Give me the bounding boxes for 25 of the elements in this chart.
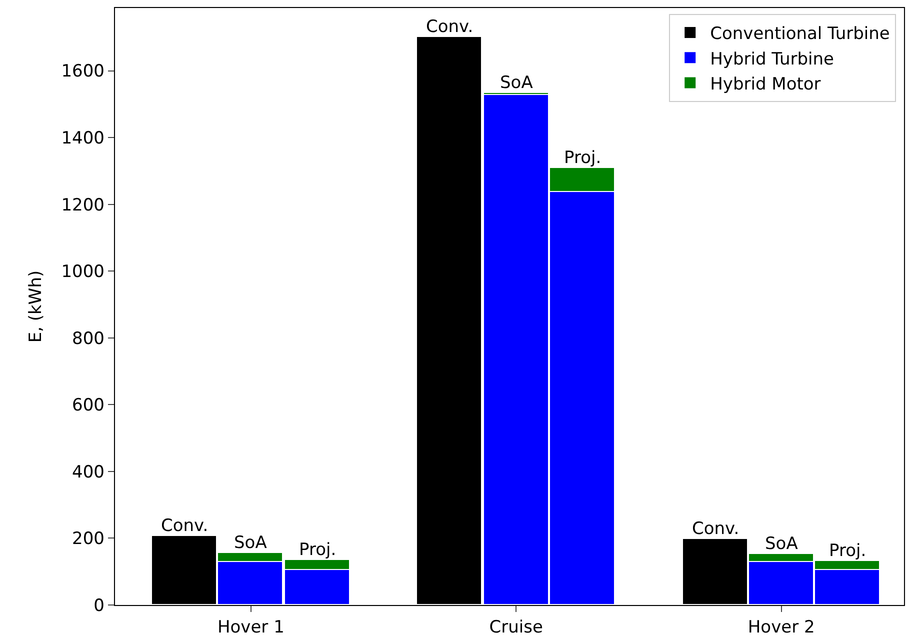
y-tick-label: 800 — [72, 328, 104, 349]
data-label: Proj. — [829, 541, 866, 561]
x-tick-label: Hover 2 — [748, 618, 815, 638]
y-axis-title: E, (kWh) — [26, 270, 46, 343]
y-tick-label: 200 — [72, 529, 104, 550]
y-tick-label: 1600 — [61, 62, 104, 82]
data-label: SoA — [765, 534, 798, 554]
legend-label: Conventional Turbine — [710, 24, 890, 44]
data-label: Conv. — [426, 17, 474, 37]
legend-label: Hybrid Motor — [710, 74, 821, 94]
y-tick-label: 1400 — [61, 128, 104, 148]
y-tick-label: 1200 — [61, 195, 104, 216]
y-tick-label: 400 — [72, 462, 104, 482]
x-tick-label: Hover 1 — [217, 618, 284, 638]
y-tick-label: 0 — [94, 596, 104, 616]
x-tick-label: Cruise — [489, 618, 543, 638]
data-label: SoA — [500, 73, 534, 93]
data-label: Conv. — [692, 519, 740, 539]
y-tick-label: 600 — [72, 396, 104, 416]
data-label: Proj. — [299, 540, 336, 560]
legend-label: Hybrid Turbine — [710, 49, 834, 70]
y-tick-label: 1000 — [61, 262, 104, 282]
data-label: Conv. — [161, 516, 208, 536]
data-label: SoA — [234, 533, 268, 553]
data-label: Proj. — [564, 148, 602, 168]
